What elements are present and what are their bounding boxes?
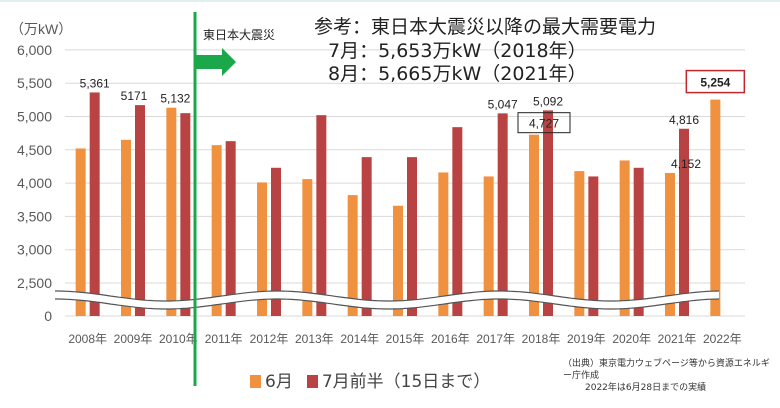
highlight-box	[685, 69, 746, 94]
bar-july	[452, 127, 463, 316]
note-august: 8月：5,665万kW（2021年）	[328, 63, 587, 85]
bar-june	[211, 145, 222, 316]
top-border	[0, 0, 780, 2]
x-tick-label: 2020年	[612, 332, 651, 346]
bar-june	[166, 107, 177, 316]
legend-label: 7月前半（15日まで）	[321, 372, 491, 392]
y-tick-label: 3,500	[17, 208, 52, 224]
bar-july	[271, 167, 281, 316]
y-tick-label: 4,000	[17, 175, 52, 191]
y-tick-label: 5,500	[17, 75, 52, 91]
bar-july	[135, 105, 145, 317]
data-label: 5,361	[80, 76, 110, 90]
note-title: 参考：東日本大震災以降の最大需要電力	[314, 16, 657, 38]
bar-june	[619, 160, 630, 316]
y-tick-label: 2,500	[17, 275, 52, 291]
x-tick-label: 2016年	[431, 332, 470, 346]
bar-july	[316, 115, 327, 316]
x-tick-label: 2019年	[567, 332, 606, 346]
legend-swatch	[250, 375, 261, 388]
bar-july	[543, 110, 553, 316]
axis-break-line	[55, 290, 720, 302]
bar-june	[529, 134, 539, 316]
bar-june	[665, 172, 675, 316]
source-line: 2022年は6月28日までの実績	[585, 383, 707, 393]
bar-july	[497, 113, 508, 316]
data-label: 5,092	[533, 94, 563, 108]
bar-july	[361, 157, 372, 316]
x-tick-label: 2018年	[522, 332, 561, 346]
legend-item-june: 6月	[250, 367, 293, 392]
bar-june	[302, 179, 313, 316]
source-line: （出典）東京電力ウェブページ等から資源エネルギー庁作成	[563, 359, 770, 381]
x-tick-label: 2021年	[658, 332, 697, 346]
bar-june	[75, 148, 86, 316]
data-label: 4,152	[671, 157, 701, 171]
x-tick-label: 2009年	[114, 332, 153, 346]
x-tick-label: 2017年	[476, 332, 515, 346]
x-tick-label: 2012年	[250, 332, 289, 346]
bar-june	[393, 205, 403, 316]
y-axis-unit: （万kW）	[10, 21, 72, 37]
bar-june	[438, 172, 449, 316]
note-july: 7月：5,653万kW（2018年）	[328, 40, 587, 62]
bar-july	[225, 141, 236, 316]
bar-june	[710, 99, 721, 316]
y-tick-label: 5,000	[17, 109, 52, 125]
data-label: 4,727	[529, 117, 559, 131]
legend: 6月 7月前半（15日まで）	[250, 367, 490, 392]
bar-june	[257, 182, 267, 316]
y-tick-label: 3,000	[17, 242, 52, 258]
data-label: 4,816	[669, 113, 699, 127]
x-tick-label: 2011年	[205, 332, 243, 346]
axis-break-line	[55, 298, 720, 310]
bar-july	[407, 157, 417, 316]
bar-june	[121, 139, 131, 316]
legend-swatch	[306, 375, 318, 388]
legend-item-july: 7月前半（15日まで）	[306, 367, 491, 392]
arrow-right-icon	[195, 48, 236, 76]
x-tick-label: 2013年	[295, 332, 334, 346]
bar-july	[633, 167, 644, 316]
event-label: 東日本大震災	[203, 28, 275, 42]
bar-june	[347, 195, 358, 316]
x-tick-label: 2010年	[159, 332, 198, 346]
bar-july	[89, 92, 100, 316]
label-box	[517, 112, 571, 134]
data-label: 5171	[121, 89, 148, 103]
legend-label: 6月	[265, 372, 293, 392]
bar-july	[180, 113, 191, 316]
y-tick-label: 4,500	[17, 142, 52, 158]
y-tick-label: 6,000	[17, 42, 52, 58]
bar-july	[588, 176, 599, 316]
data-label: 5,047	[488, 97, 518, 111]
x-tick-label: 2014年	[340, 332, 379, 346]
data-label: 5,132	[160, 92, 190, 106]
x-tick-label: 2015年	[386, 332, 425, 346]
bar-july	[679, 128, 689, 316]
data-label: 5,254	[700, 76, 730, 90]
axis-break-band	[55, 291, 719, 309]
bar-june	[574, 171, 585, 316]
y-tick-label: 0	[44, 308, 52, 324]
x-tick-label: 2022年	[703, 332, 742, 346]
source-note: （出典）東京電力ウェブページ等から資源エネルギー庁作成 2022年は6月28日ま…	[563, 358, 778, 394]
bar-june	[483, 176, 494, 316]
x-tick-label: 2008年	[68, 332, 107, 346]
